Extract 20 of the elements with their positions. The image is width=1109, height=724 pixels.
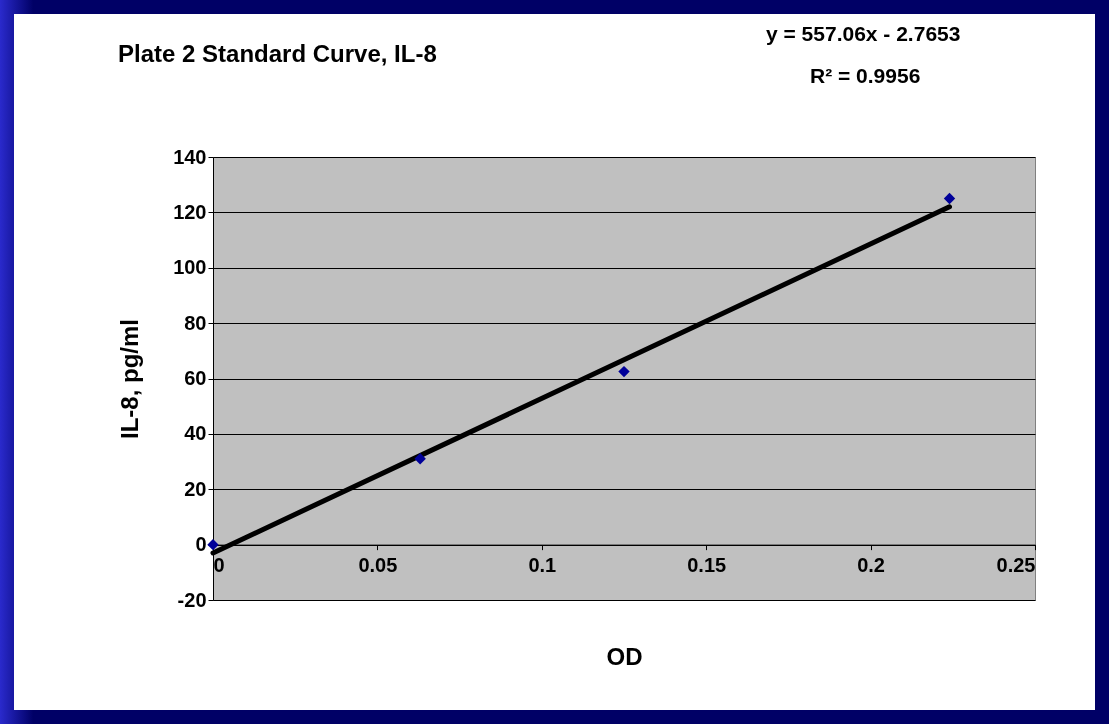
y-tick-label: 40 (184, 422, 207, 445)
y-tick-label: 80 (184, 311, 207, 334)
y-tick-label: 20 (184, 477, 207, 500)
y-tick-label: 140 (173, 145, 207, 168)
text: R² = 0.9956 (810, 64, 921, 88)
y-tick-label: 120 (173, 200, 207, 223)
y-tick-label: -20 (177, 588, 207, 611)
text: y = 557.06x - 2.7653 (766, 22, 961, 46)
y-tick-label: 100 (173, 256, 207, 279)
y-tick-label: 0 (195, 533, 207, 556)
x-tick-label: 0.1 (528, 554, 557, 577)
x-tick-label: 0.25 (996, 554, 1036, 577)
y-axis-title: IL-8, pg/ml (116, 319, 144, 439)
y-tick-label: 60 (184, 367, 207, 389)
x-tick-label: 0 (213, 554, 225, 577)
x-tick-label: 0.2 (857, 554, 886, 577)
chart-title: Plate 2 Standard Curve, IL-8 (118, 40, 437, 67)
x-tick-label: 0.05 (358, 554, 398, 577)
x-axis-title: OD (606, 643, 643, 671)
x-tick-label: 0.15 (687, 554, 727, 577)
